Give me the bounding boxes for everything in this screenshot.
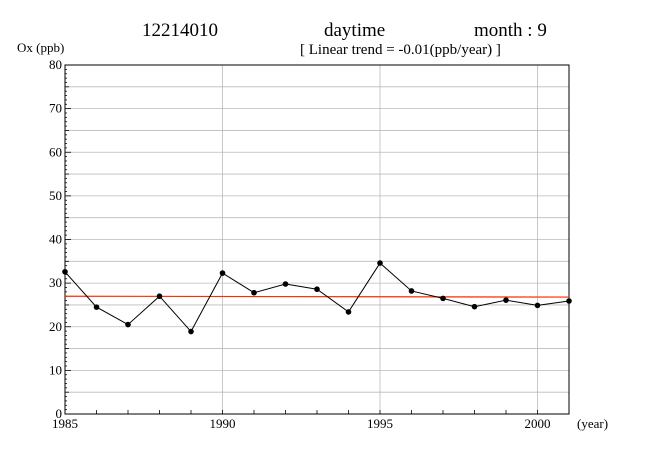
data-point [566,298,572,304]
data-point [125,321,131,328]
y-tick-label: 60 [49,144,62,159]
period-label: daytime [324,20,386,41]
data-point [219,270,226,276]
data-point [251,289,257,296]
month-label: month : 9 [474,20,547,41]
trend-line [64,295,570,298]
y-tick-label: 20 [49,319,62,334]
y-tick-label: 10 [49,362,62,377]
data-point [534,302,541,309]
y-tick-label: 70 [49,101,62,116]
station-id: 12214010 [142,20,218,41]
trend-label: [ Linear trend = -0.01(ppb/year) ] [300,42,501,58]
data-point [377,260,383,266]
data-point [345,309,352,315]
y-tick-label: 0 [56,406,63,421]
data-point [408,288,415,294]
data-point [93,304,100,310]
data-point [440,295,446,302]
trend-layer [64,295,570,298]
y-axis-label: Ox (ppb) [17,40,64,55]
data-point [471,303,478,310]
y-tick-label: 30 [49,275,62,290]
x-tick-label: 1995 [367,416,393,431]
x-tick-label: 1985 [52,416,78,431]
x-axis-label: (year) [577,416,608,431]
series-layer [62,260,572,335]
data-point [156,293,163,300]
data-point [282,281,289,287]
data-point [188,328,194,335]
grid [65,65,569,414]
y-tick-label: 50 [49,188,62,203]
axis-ticks: 0 10 20 30 40 50 60 70 80 1985 1990 1995 2000 [49,57,570,431]
x-tick-label: 2000 [525,416,551,431]
data-point [62,268,68,275]
data-point [503,297,509,303]
y-tick-label: 40 [49,232,62,247]
x-tick-label: 1990 [210,416,236,431]
data-point [314,286,320,293]
y-tick-label: 80 [49,57,62,72]
